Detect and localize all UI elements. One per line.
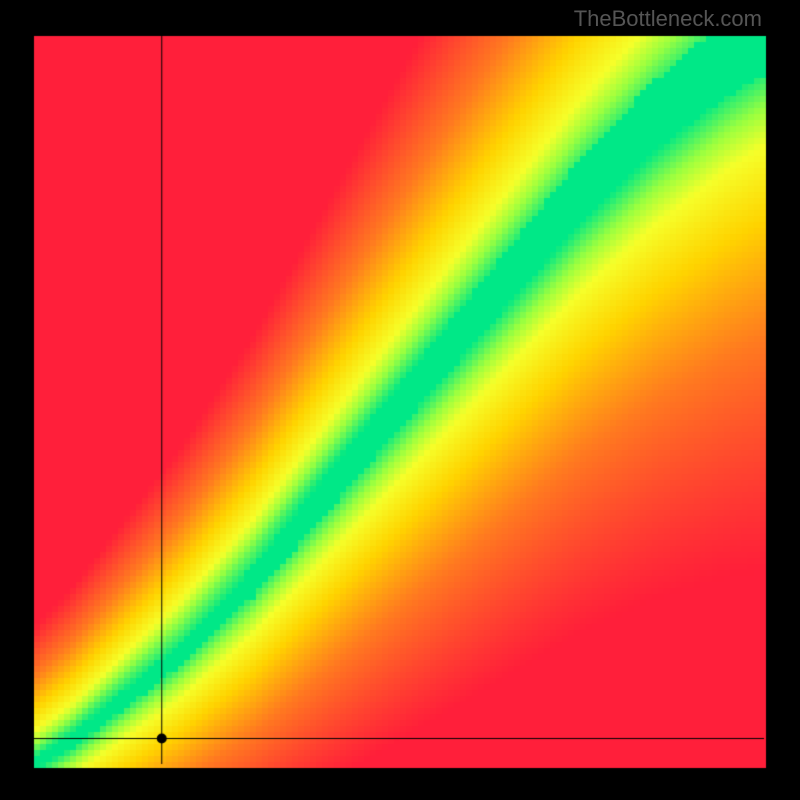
heatmap-canvas [0, 0, 800, 800]
chart-container: TheBottleneck.com [0, 0, 800, 800]
watermark-text: TheBottleneck.com [574, 6, 762, 32]
